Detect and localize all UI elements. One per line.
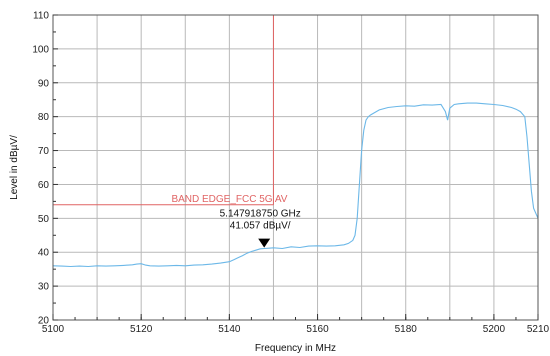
x-tick-label: 5160 [306, 324, 329, 335]
x-tick-labels: 5100 5120 5140 5160 5180 5200 5210 [42, 324, 550, 335]
y-tick-label: 70 [38, 146, 50, 157]
limit-line-label: BAND EDGE_FCC 5G AV [171, 194, 287, 205]
x-tick-label: 5210 [527, 324, 550, 335]
y-axis-label: Level in dBµV/ [9, 135, 20, 200]
x-tick-label: 5120 [130, 324, 153, 335]
y-tick-label: 60 [38, 180, 50, 191]
x-tick-label: 5200 [483, 324, 506, 335]
marker-frequency-label: 5.147918750 GHz [220, 209, 301, 220]
series-trace [52, 102, 539, 268]
marker-triangle [258, 238, 271, 248]
limit-line-group [53, 15, 274, 206]
y-tick-label: 100 [32, 44, 49, 55]
x-axis-label: Frequency in MHz [255, 343, 336, 354]
y-tick-label: 30 [38, 282, 50, 293]
plot-frame [52, 14, 539, 321]
y-tick-label: 50 [38, 214, 50, 225]
y-tick-label: 40 [38, 248, 50, 259]
grid [53, 15, 538, 320]
marker-level-label: 41.057 dBµV/ [230, 221, 291, 232]
y-tick-label: 80 [38, 112, 50, 123]
y-tick-labels: 20 30 40 50 60 70 80 90 100 110 [32, 11, 49, 327]
ticks [52, 14, 539, 321]
x-tick-label: 5140 [218, 324, 241, 335]
y-tick-label: 90 [38, 78, 50, 89]
marker-group [258, 238, 271, 248]
series-group [52, 102, 539, 268]
x-tick-label: 5180 [395, 324, 418, 335]
x-tick-label: 5100 [42, 324, 65, 335]
y-tick-label: 110 [33, 11, 49, 22]
y-tick-label: 20 [38, 316, 50, 327]
